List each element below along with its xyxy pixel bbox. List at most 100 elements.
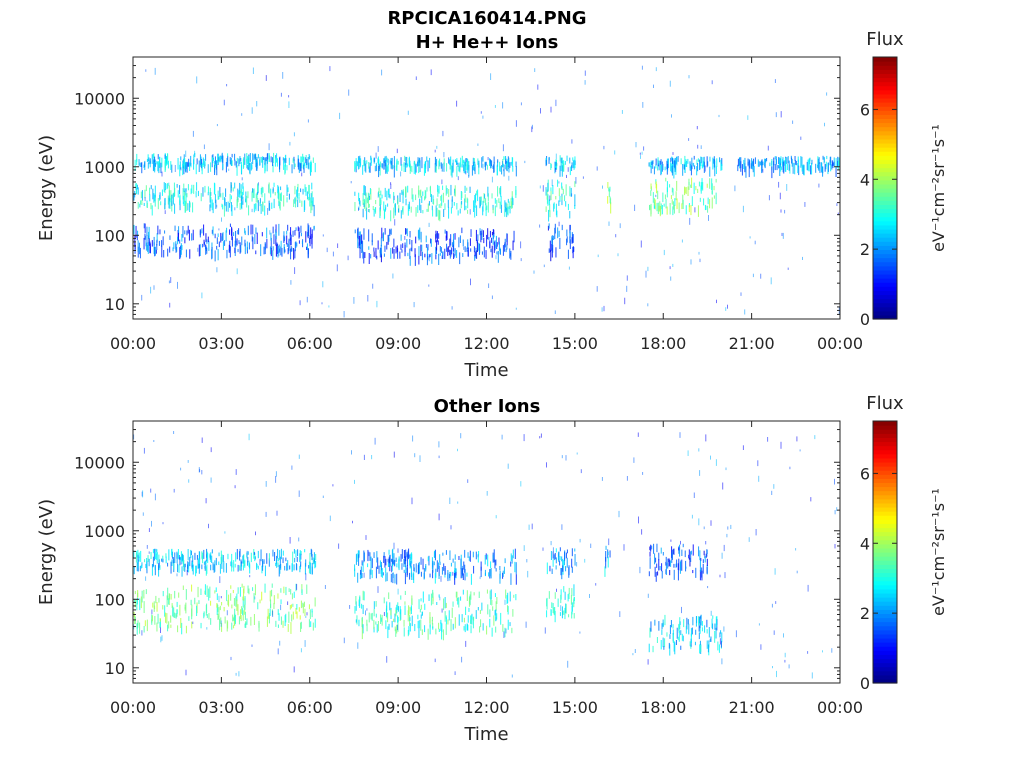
flux-cell bbox=[403, 619, 405, 627]
flux-cell bbox=[277, 246, 279, 258]
flux-cell bbox=[486, 205, 488, 210]
colorbar-swatch bbox=[873, 543, 897, 549]
x-tick-label: 21:00 bbox=[729, 334, 775, 353]
flux-cell bbox=[485, 161, 487, 166]
flux-cell bbox=[590, 543, 592, 548]
flux-cell bbox=[476, 241, 478, 252]
flux-cell bbox=[185, 589, 187, 600]
flux-cell bbox=[655, 194, 657, 197]
flux-cell bbox=[198, 558, 200, 568]
flux-cell bbox=[373, 601, 375, 609]
flux-cell bbox=[266, 159, 268, 172]
flux-cell bbox=[274, 552, 276, 561]
flux-cell bbox=[822, 155, 824, 160]
flux-cell bbox=[567, 203, 569, 211]
flux-cell bbox=[452, 558, 454, 563]
flux-cell bbox=[701, 621, 703, 627]
flux-cell bbox=[671, 552, 673, 563]
flux-cell bbox=[413, 567, 415, 572]
flux-cell bbox=[253, 188, 255, 199]
flux-cell bbox=[421, 251, 423, 261]
flux-cell bbox=[408, 156, 410, 167]
flux-cell bbox=[395, 165, 397, 171]
flux-cell bbox=[775, 112, 777, 118]
flux-cell bbox=[223, 205, 225, 217]
flux-cell bbox=[419, 227, 421, 240]
flux-cell bbox=[467, 239, 469, 249]
flux-cell bbox=[822, 166, 824, 177]
colorbar-swatch bbox=[873, 572, 897, 578]
flux-cell bbox=[253, 614, 255, 625]
flux-cell bbox=[298, 490, 300, 497]
flux-cell bbox=[496, 164, 498, 176]
flux-cell bbox=[213, 182, 215, 195]
flux-cell bbox=[794, 163, 796, 175]
flux-cell bbox=[434, 550, 436, 558]
flux-cell bbox=[264, 583, 266, 593]
flux-cell bbox=[246, 241, 248, 251]
panel2-title: Other Ions bbox=[434, 396, 541, 417]
flux-cell bbox=[534, 68, 536, 72]
flux-cell bbox=[290, 237, 292, 246]
flux-cell bbox=[698, 616, 700, 624]
flux-cell bbox=[277, 562, 279, 567]
flux-cell bbox=[355, 554, 357, 565]
flux-cell bbox=[420, 604, 422, 610]
flux-cell bbox=[293, 666, 295, 673]
flux-cell bbox=[555, 161, 557, 166]
flux-cell bbox=[170, 190, 172, 200]
colorbar-swatch bbox=[873, 601, 897, 606]
flux-cell bbox=[439, 162, 441, 167]
flux-cell bbox=[393, 166, 395, 178]
flux-cell bbox=[555, 167, 557, 172]
flux-cell bbox=[364, 160, 366, 172]
flux-cell bbox=[506, 233, 508, 246]
flux-cell bbox=[244, 230, 246, 235]
flux-cell bbox=[289, 565, 291, 570]
flux-cell bbox=[445, 235, 447, 241]
flux-cell bbox=[141, 562, 143, 566]
flux-cell bbox=[155, 595, 157, 604]
flux-cell bbox=[690, 259, 692, 265]
flux-cell bbox=[392, 548, 394, 558]
flux-cell bbox=[190, 550, 192, 555]
flux-cell bbox=[172, 605, 174, 617]
flux-cell bbox=[495, 609, 497, 622]
colorbar-swatch bbox=[873, 245, 897, 250]
flux-cell bbox=[236, 157, 238, 164]
flux-cell bbox=[406, 567, 408, 578]
flux-cell bbox=[757, 159, 759, 167]
flux-cell bbox=[671, 114, 672, 118]
flux-cell bbox=[400, 210, 402, 219]
flux-cell bbox=[249, 575, 251, 578]
flux-cell bbox=[308, 154, 310, 160]
flux-cell bbox=[203, 561, 205, 565]
flux-cell bbox=[706, 566, 708, 574]
flux-cell bbox=[695, 616, 697, 627]
colorbar-swatch bbox=[873, 81, 897, 87]
flux-cell bbox=[491, 600, 493, 606]
flux-cell bbox=[233, 617, 235, 621]
flux-cell bbox=[435, 166, 437, 173]
flux-cell bbox=[385, 558, 387, 566]
flux-cell bbox=[426, 208, 428, 212]
flux-cell bbox=[639, 152, 641, 155]
flux-cell bbox=[386, 601, 388, 611]
flux-cell bbox=[133, 550, 135, 559]
flux-cell bbox=[767, 437, 769, 442]
flux-cell bbox=[557, 179, 559, 187]
flux-cell bbox=[187, 549, 189, 561]
flux-cell bbox=[428, 284, 430, 287]
flux-cell bbox=[769, 162, 771, 167]
flux-cell bbox=[148, 226, 150, 239]
flux-cell bbox=[173, 607, 175, 618]
flux-cell bbox=[181, 566, 183, 577]
flux-cell bbox=[661, 623, 663, 630]
flux-cell bbox=[151, 614, 153, 625]
flux-cell bbox=[653, 166, 655, 175]
flux-cell bbox=[244, 623, 246, 628]
flux-cell bbox=[177, 281, 178, 289]
flux-cell bbox=[654, 553, 656, 565]
flux-cell bbox=[571, 139, 573, 144]
flux-cell bbox=[252, 224, 254, 235]
